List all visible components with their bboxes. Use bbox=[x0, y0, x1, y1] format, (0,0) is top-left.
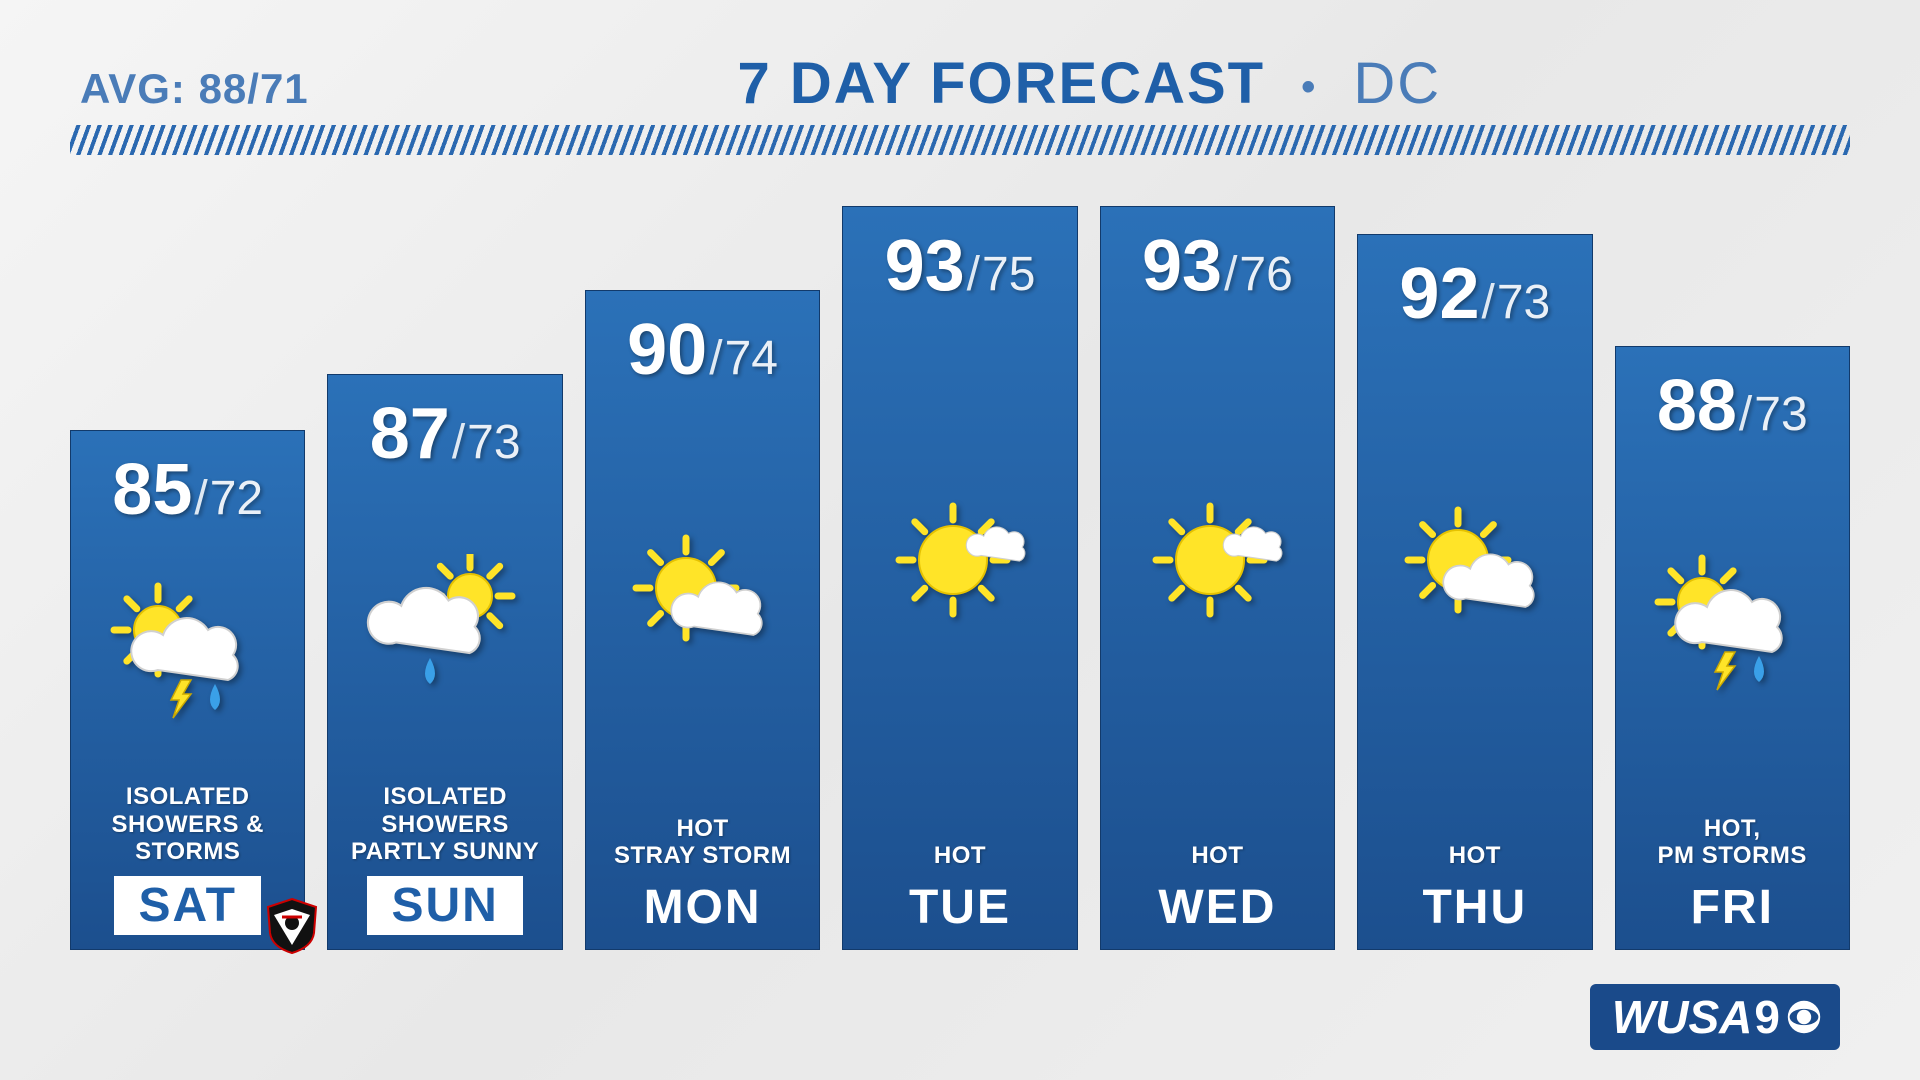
forecast-day-bar: 93 / 76 HOT WED bbox=[1100, 206, 1335, 950]
weather-icon bbox=[338, 475, 551, 783]
low-temp: 76 bbox=[1239, 247, 1292, 302]
day-temps: 93 / 76 bbox=[1142, 225, 1293, 307]
high-temp: 92 bbox=[1399, 253, 1479, 335]
low-temp: 72 bbox=[210, 471, 263, 526]
day-temps: 92 / 73 bbox=[1399, 253, 1550, 335]
day-temps: 90 / 74 bbox=[627, 309, 778, 391]
dc-united-badge-icon bbox=[262, 895, 322, 955]
high-temp: 93 bbox=[885, 225, 965, 307]
forecast-panel: AVG: 88/71 7 DAY FORECAST • DC 85 / 72 I… bbox=[60, 40, 1860, 1040]
high-temp: 90 bbox=[627, 309, 707, 391]
forecast-day-bar: 87 / 73 ISOLATEDSHOWERSPARTLY SUNNY SUN bbox=[327, 374, 562, 950]
temp-separator: / bbox=[1739, 387, 1752, 442]
forecast-description: HOTSTRAY STORM bbox=[614, 810, 791, 870]
weather-icon bbox=[596, 391, 809, 810]
low-temp: 74 bbox=[725, 331, 778, 386]
forecast-bar-chart: 85 / 72 ISOLATEDSHOWERS &STORMS SAT 87 /… bbox=[70, 210, 1850, 950]
weather-icon bbox=[1111, 307, 1324, 810]
day-label: SAT bbox=[114, 876, 260, 935]
weather-icon bbox=[1368, 335, 1581, 810]
day-label: FRI bbox=[1691, 880, 1774, 935]
logo-nine: 9 bbox=[1754, 990, 1780, 1044]
day-label: THU bbox=[1422, 880, 1527, 935]
high-temp: 88 bbox=[1657, 365, 1737, 447]
forecast-description: ISOLATEDSHOWERS &STORMS bbox=[111, 783, 264, 866]
forecast-description: HOT bbox=[1449, 810, 1501, 870]
avg-label: AVG: bbox=[80, 65, 186, 112]
forecast-day-bar: 85 / 72 ISOLATEDSHOWERS &STORMS SAT bbox=[70, 430, 305, 950]
forecast-day-bar: 88 / 73 HOT,PM STORMS FRI bbox=[1615, 346, 1850, 950]
high-temp: 87 bbox=[370, 393, 450, 475]
title-main: 7 DAY FORECAST bbox=[738, 51, 1266, 116]
day-temps: 88 / 73 bbox=[1657, 365, 1808, 447]
forecast-day-bar: 90 / 74 HOTSTRAY STORM MON bbox=[585, 290, 820, 950]
day-temps: 93 / 75 bbox=[885, 225, 1036, 307]
weather-icon bbox=[81, 531, 294, 783]
high-temp: 93 bbox=[1142, 225, 1222, 307]
high-temp: 85 bbox=[112, 449, 192, 531]
title-separator-dot: • bbox=[1301, 65, 1317, 109]
title-location: DC bbox=[1353, 51, 1441, 116]
forecast-description: ISOLATEDSHOWERSPARTLY SUNNY bbox=[351, 783, 539, 866]
forecast-day-bar: 93 / 75 HOT TUE bbox=[842, 206, 1077, 950]
day-label: SUN bbox=[367, 876, 522, 935]
low-temp: 75 bbox=[982, 247, 1035, 302]
low-temp: 73 bbox=[1497, 275, 1550, 330]
day-label: MON bbox=[644, 880, 762, 935]
hatch-divider bbox=[70, 125, 1850, 155]
low-temp: 73 bbox=[1754, 387, 1807, 442]
temp-separator: / bbox=[1224, 247, 1237, 302]
day-label: TUE bbox=[909, 880, 1011, 935]
temp-separator: / bbox=[452, 415, 465, 470]
avg-value: 88/71 bbox=[199, 65, 309, 112]
cbs-eye-icon bbox=[1786, 999, 1822, 1035]
weather-icon bbox=[1626, 447, 1839, 810]
day-label: WED bbox=[1158, 880, 1276, 935]
forecast-description: HOT bbox=[934, 810, 986, 870]
day-temps: 87 / 73 bbox=[370, 393, 521, 475]
logo-text: WUSA bbox=[1612, 990, 1753, 1044]
station-logo: WUSA9 bbox=[1590, 984, 1840, 1050]
forecast-description: HOT,PM STORMS bbox=[1658, 810, 1807, 870]
weather-icon bbox=[853, 307, 1066, 810]
header-row: AVG: 88/71 7 DAY FORECAST • DC bbox=[60, 40, 1860, 125]
avg-temps: AVG: 88/71 bbox=[80, 65, 309, 113]
temp-separator: / bbox=[709, 331, 722, 386]
low-temp: 73 bbox=[467, 415, 520, 470]
title: 7 DAY FORECAST • DC bbox=[339, 50, 1840, 117]
day-temps: 85 / 72 bbox=[112, 449, 263, 531]
forecast-description: HOT bbox=[1191, 810, 1243, 870]
forecast-day-bar: 92 / 73 HOT THU bbox=[1357, 234, 1592, 950]
temp-separator: / bbox=[967, 247, 980, 302]
temp-separator: / bbox=[1482, 275, 1495, 330]
temp-separator: / bbox=[194, 471, 207, 526]
